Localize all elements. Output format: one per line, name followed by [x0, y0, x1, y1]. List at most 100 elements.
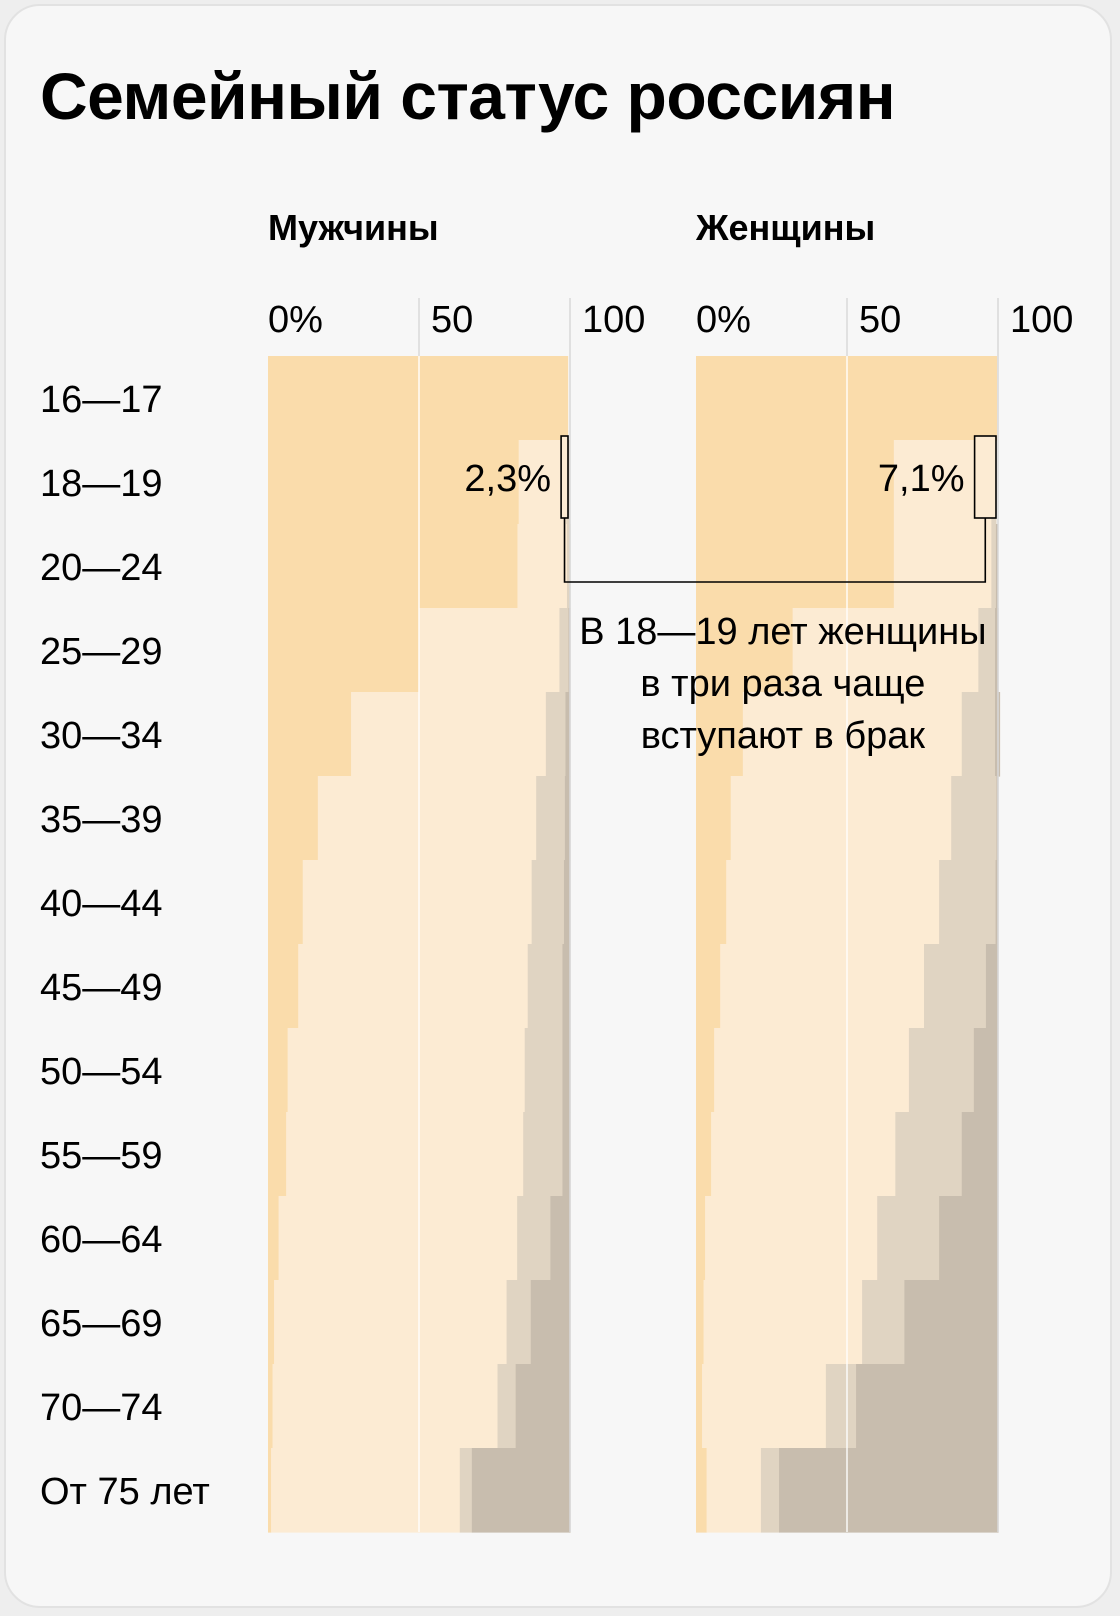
bars: [268, 356, 1001, 1533]
bar-segment: [973, 1028, 999, 1113]
bar-segment: [268, 1196, 280, 1281]
category-label: 50—54: [40, 1051, 163, 1093]
bar-segment: [705, 1196, 878, 1281]
bar-segment: [939, 1196, 999, 1281]
bar-segment: [939, 860, 997, 945]
bar-segment: [268, 860, 304, 945]
bar-segment: [696, 1196, 706, 1281]
gridlines: [418, 298, 999, 1532]
bar-segment: [696, 1280, 705, 1365]
labels: 16—17 18—19 20—24 25—29 30—34 35—39 40—44 45—49…: [40, 207, 1073, 1513]
bar-segment: [459, 1448, 473, 1533]
bar-segment: [527, 944, 564, 1029]
bar-segment: [506, 1280, 532, 1365]
bar-segment: [995, 524, 998, 609]
bar-segment: [726, 860, 940, 945]
bar-segment: [742, 692, 963, 777]
bar-segment: [696, 1364, 703, 1449]
bar-segment: [268, 692, 352, 777]
bar-segment: [825, 1364, 857, 1449]
bar-segment: [924, 944, 987, 1029]
panel-label: Женщины: [695, 207, 875, 248]
bar-segment: [978, 608, 996, 693]
bar-segment: [696, 440, 895, 525]
annotation-bracket: [563, 518, 987, 583]
bar-segment: [268, 1280, 275, 1365]
bar-segment: [566, 524, 571, 609]
bar-segment: [792, 608, 979, 693]
bar-segment: [268, 1364, 274, 1449]
category-label: 40—44: [40, 883, 163, 925]
annotation-label: 2,3%: [464, 458, 551, 500]
annotation-note-line: в три раза чаще: [640, 663, 925, 705]
bar-segment: [302, 860, 533, 945]
bar-segment: [696, 608, 794, 693]
bar-segment: [278, 1196, 518, 1281]
bar-segment: [696, 1112, 712, 1197]
bar-segment: [536, 776, 566, 861]
bar-segment: [286, 1112, 524, 1197]
bar-segment: [298, 944, 529, 1029]
bar-segment: [895, 1112, 963, 1197]
bar-segment: [272, 1364, 499, 1449]
bar-segment: [720, 944, 925, 1029]
bar-segment: [268, 524, 519, 609]
bar-segment: [877, 1196, 940, 1281]
annotation-label: 7,1%: [878, 458, 965, 500]
bar-segment: [268, 1448, 272, 1533]
bar-segment: [696, 776, 732, 861]
bar-segment: [730, 776, 952, 861]
bar-segment: [515, 1364, 571, 1449]
bar-segment: [696, 692, 744, 777]
bar-segment: [562, 1112, 571, 1197]
annotation-box: [560, 435, 569, 519]
tick-label: 50: [859, 299, 901, 341]
bar-segment: [951, 776, 998, 861]
bar-segment: [419, 608, 561, 693]
bar-segment: [518, 440, 567, 525]
bar-segment: [268, 944, 299, 1029]
bar-segment: [562, 1028, 571, 1113]
bar-segment: [779, 1448, 999, 1533]
chart-title: Семейный статус россиян: [40, 59, 896, 133]
bar-segment: [274, 1280, 508, 1365]
category-label: 70—74: [40, 1387, 163, 1429]
bar-segment: [714, 1028, 910, 1113]
bar-segment: [856, 1364, 999, 1449]
bar-segment: [696, 860, 727, 945]
category-label: 30—34: [40, 715, 163, 757]
tick-label: 50: [431, 299, 473, 341]
bar-segment: [711, 1112, 896, 1197]
bar-segment: [268, 356, 569, 441]
bar-segment: [545, 692, 567, 777]
bar-segment: [550, 1196, 571, 1281]
bar-segment: [995, 860, 999, 945]
bar-segment: [702, 1364, 827, 1449]
bar-segment: [760, 1448, 780, 1533]
bar-segment: [268, 608, 420, 693]
bar-segment: [862, 1280, 905, 1365]
bar-segment: [991, 524, 997, 609]
bar-segment: [268, 1028, 289, 1113]
category-label: 60—64: [40, 1219, 163, 1261]
bar-segment: [985, 944, 999, 1029]
bar-segment: [961, 1112, 999, 1197]
bar-segment: [530, 1280, 571, 1365]
tick-label: 100: [1010, 299, 1073, 341]
bar-segment: [271, 1448, 461, 1533]
bar-segment: [517, 1196, 551, 1281]
tick-label: 100: [582, 299, 645, 341]
annotation-box: [973, 435, 997, 519]
tick-label: 0%: [696, 299, 751, 341]
bar-segment: [696, 1028, 715, 1113]
panel-label: Мужчины: [268, 207, 439, 248]
category-label: 18—19: [40, 463, 163, 505]
bar-segment: [893, 524, 992, 609]
bar-segment: [696, 944, 721, 1029]
bar-segment: [703, 1280, 863, 1365]
bar-segment: [565, 692, 571, 777]
bar-segment: [471, 1448, 571, 1533]
annotation-note-line: вступают в брак: [641, 715, 926, 757]
category-label: 65—69: [40, 1303, 163, 1345]
